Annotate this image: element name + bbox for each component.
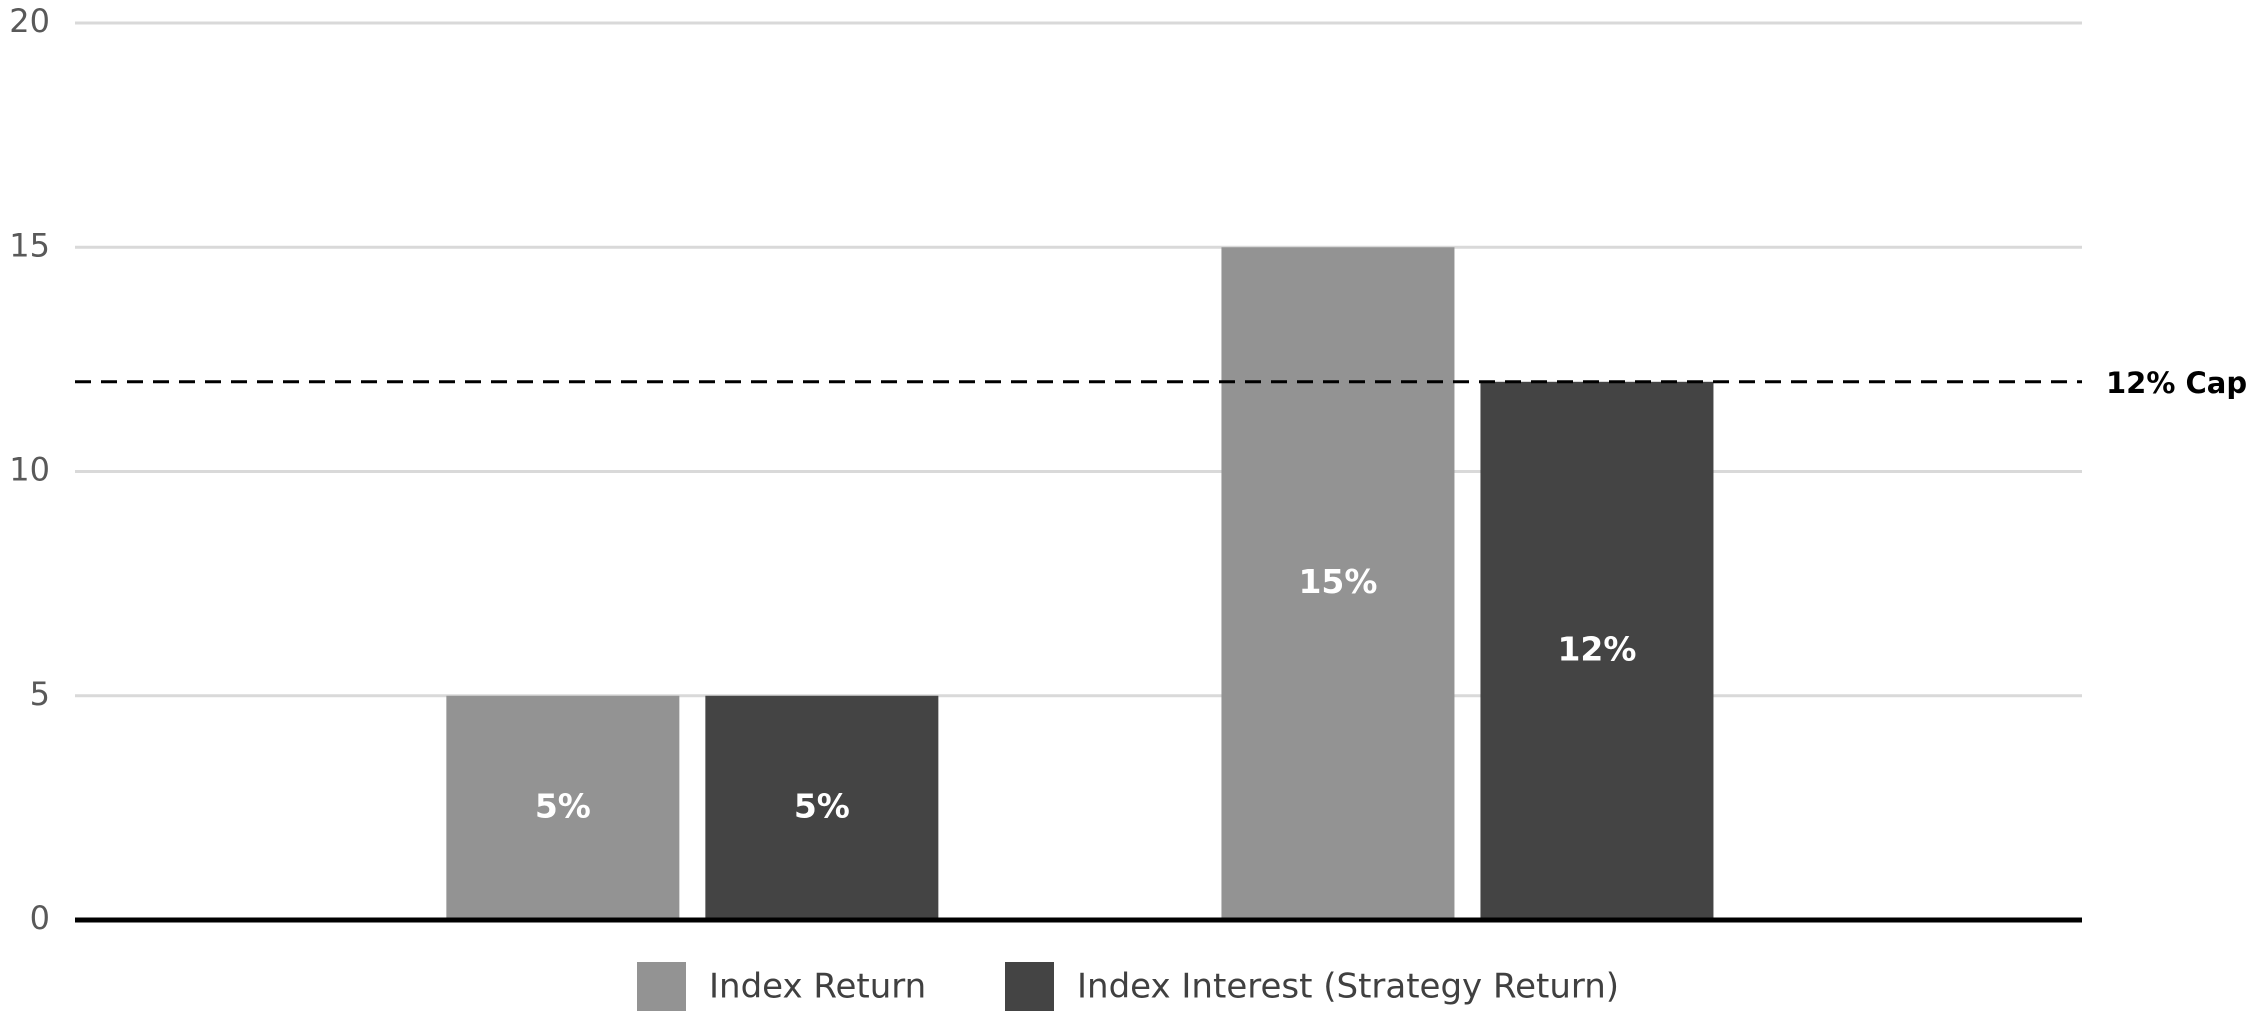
y-tick-label: 0 — [30, 899, 50, 937]
value-label: 5% — [535, 786, 591, 825]
y-tick-label: 5 — [30, 675, 50, 713]
legend-swatch — [1005, 962, 1054, 1011]
legend-label: Index Return — [709, 967, 926, 1007]
bar — [446, 695, 680, 920]
value-label: 12% — [1557, 629, 1636, 668]
value-label: 5% — [794, 786, 850, 825]
value-label: 15% — [1298, 562, 1377, 601]
cap-label: 12% Cap — [2106, 366, 2247, 400]
legend-swatch — [637, 962, 686, 1011]
bar — [705, 695, 939, 920]
legend-label: Index Interest (Strategy Return) — [1077, 967, 1619, 1007]
bar — [1480, 381, 1714, 920]
bar — [1221, 247, 1455, 920]
y-tick-label: 10 — [9, 451, 50, 489]
y-tick-label: 20 — [9, 2, 50, 40]
y-tick-label: 15 — [9, 226, 50, 264]
